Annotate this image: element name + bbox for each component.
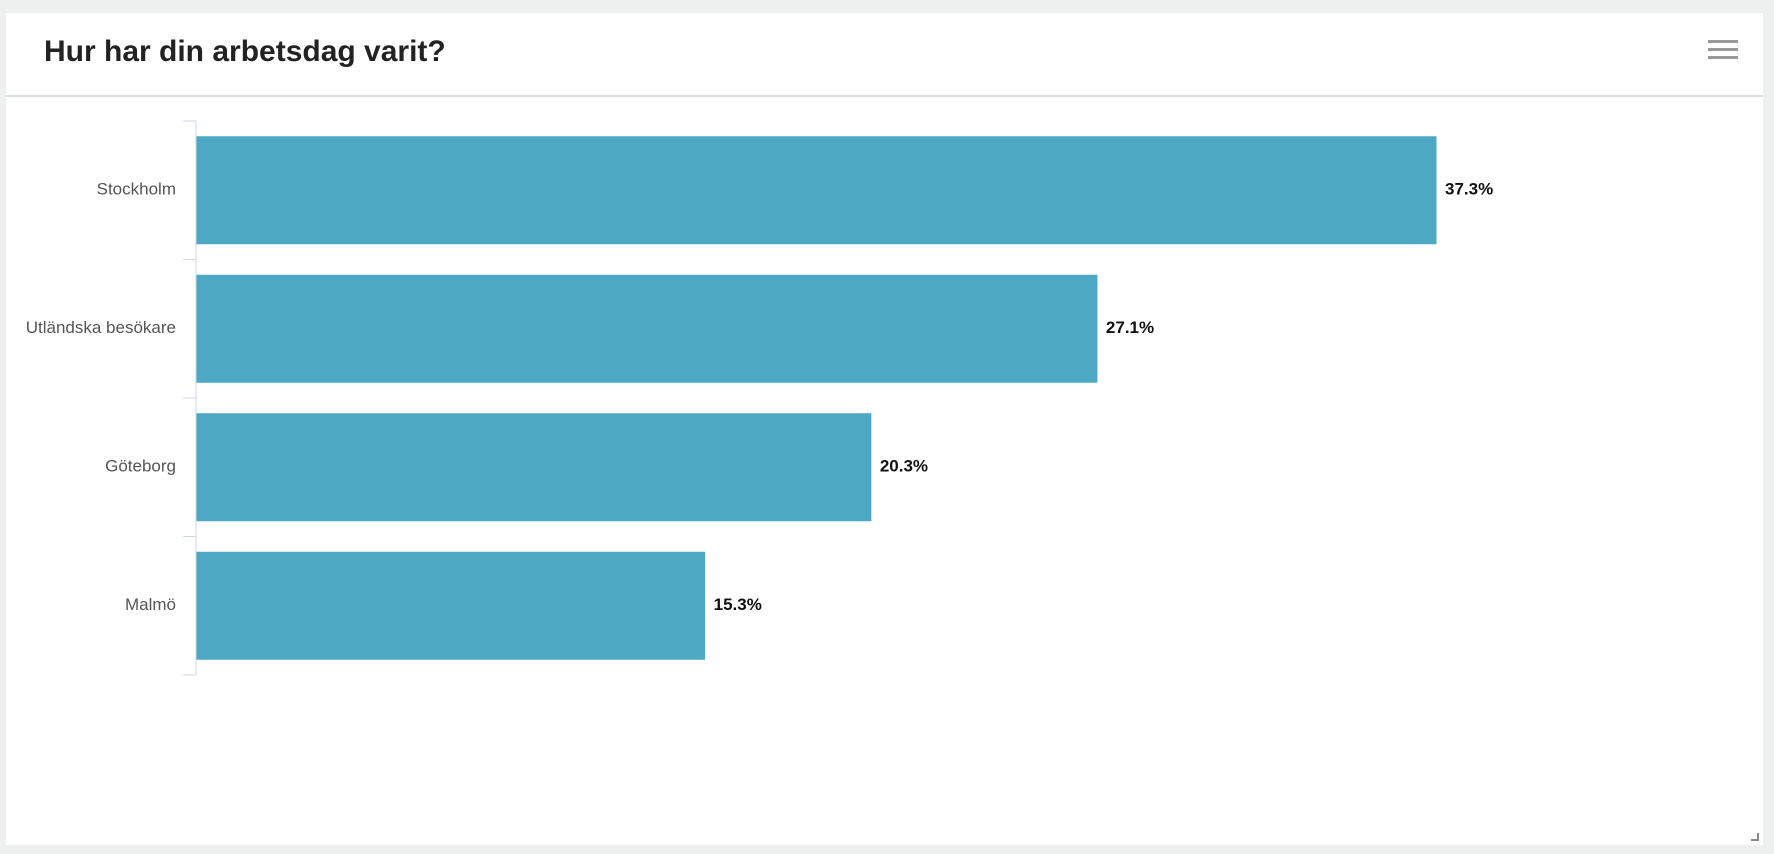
bar-chart: Stockholm Utländska besökare Göteborg Malmö… <box>26 120 1494 676</box>
category-label: Stockholm <box>97 180 176 199</box>
resize-handle-icon[interactable] <box>1751 833 1759 841</box>
category-labels: Stockholm Utländska besökare Göteborg Malmö <box>26 180 176 615</box>
card-header: Hur har din arbetsdag varit? <box>6 13 1763 97</box>
category-label: Göteborg <box>105 457 176 476</box>
chart-card: Hur har din arbetsdag varit? Stockholm Ut… <box>6 13 1763 845</box>
category-label: Utländska besökare <box>26 318 176 337</box>
value-label: 15.3% <box>714 595 762 614</box>
value-label: 37.3% <box>1445 180 1493 199</box>
bars <box>196 136 1437 660</box>
bar-1[interactable] <box>196 274 1098 383</box>
value-labels: 37.3% 27.1% 20.3% 15.3% <box>714 180 1494 615</box>
value-label: 27.1% <box>1106 318 1154 337</box>
page-title: Hur har din arbetsdag varit? <box>44 35 446 68</box>
category-label: Malmö <box>125 595 176 614</box>
bar-3[interactable] <box>196 551 706 660</box>
y-axis <box>183 120 197 676</box>
bar-0[interactable] <box>196 136 1437 245</box>
hamburger-menu-icon[interactable] <box>1708 40 1738 64</box>
bar-2[interactable] <box>196 413 872 522</box>
value-label: 20.3% <box>880 457 928 476</box>
